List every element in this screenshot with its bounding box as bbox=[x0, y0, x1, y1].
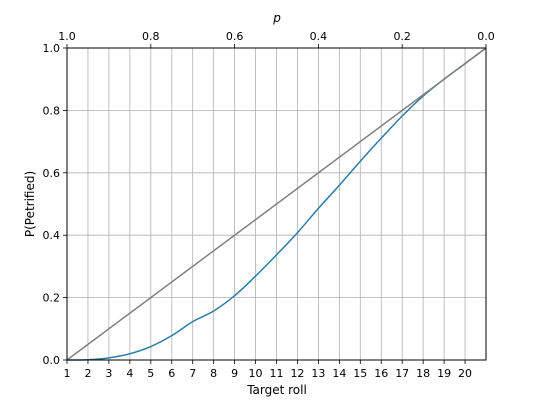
y-axis-title: P(Petrified) bbox=[23, 171, 37, 237]
x-tick-label: 12 bbox=[290, 367, 304, 380]
x-tick-label: 20 bbox=[458, 367, 472, 380]
top-x-tick-label: 0.8 bbox=[142, 30, 160, 43]
top-x-tick-label: 0.0 bbox=[477, 30, 495, 43]
x-tick-label: 4 bbox=[126, 367, 133, 380]
x-tick-label: 1 bbox=[64, 367, 71, 380]
x-tick-label: 14 bbox=[332, 367, 346, 380]
x-tick-label: 11 bbox=[270, 367, 284, 380]
y-tick-label: 0.4 bbox=[43, 229, 61, 242]
y-tick-label: 1.0 bbox=[43, 42, 61, 55]
x-tick-label: 7 bbox=[189, 367, 196, 380]
grid-lines bbox=[66, 47, 486, 361]
x-tick-label: 17 bbox=[395, 367, 409, 380]
x-tick-label: 18 bbox=[416, 367, 430, 380]
y-tick-label: 0.6 bbox=[43, 167, 61, 180]
top-x-tick-label: 0.4 bbox=[310, 30, 328, 43]
x-tick-label: 15 bbox=[353, 367, 367, 380]
series-line-curve bbox=[66, 47, 487, 361]
y-tick-label: 0.2 bbox=[43, 292, 61, 305]
x-tick-label: 3 bbox=[105, 367, 112, 380]
top-x-tick-label: 0.6 bbox=[226, 30, 244, 43]
x-tick-label: 2 bbox=[84, 367, 91, 380]
y-tick-label: 0.8 bbox=[43, 104, 61, 117]
x-tick-label: 8 bbox=[210, 367, 217, 380]
x-tick-label: 10 bbox=[249, 367, 263, 380]
axis-ticks: 1 2 3 4 5 6 7 8 9 10 11 12 13 14 15 16 17 18 19 200.00.20.4… bbox=[43, 30, 495, 380]
x-axis-title: Target roll bbox=[246, 383, 307, 397]
x-tick-label: 19 bbox=[437, 367, 451, 380]
y-tick-label: 0.0 bbox=[43, 354, 61, 367]
x-tick-label: 9 bbox=[231, 367, 238, 380]
x-tick-label: 6 bbox=[168, 367, 175, 380]
top-x-axis-title: p bbox=[272, 11, 281, 25]
series-line-diagonal bbox=[66, 47, 487, 361]
series-lines bbox=[66, 47, 487, 361]
x-tick-label: 16 bbox=[374, 367, 388, 380]
x-tick-label: 13 bbox=[311, 367, 325, 380]
top-x-tick-label: 1.0 bbox=[58, 30, 76, 43]
top-x-tick-label: 0.2 bbox=[393, 30, 411, 43]
x-tick-label: 5 bbox=[147, 367, 154, 380]
